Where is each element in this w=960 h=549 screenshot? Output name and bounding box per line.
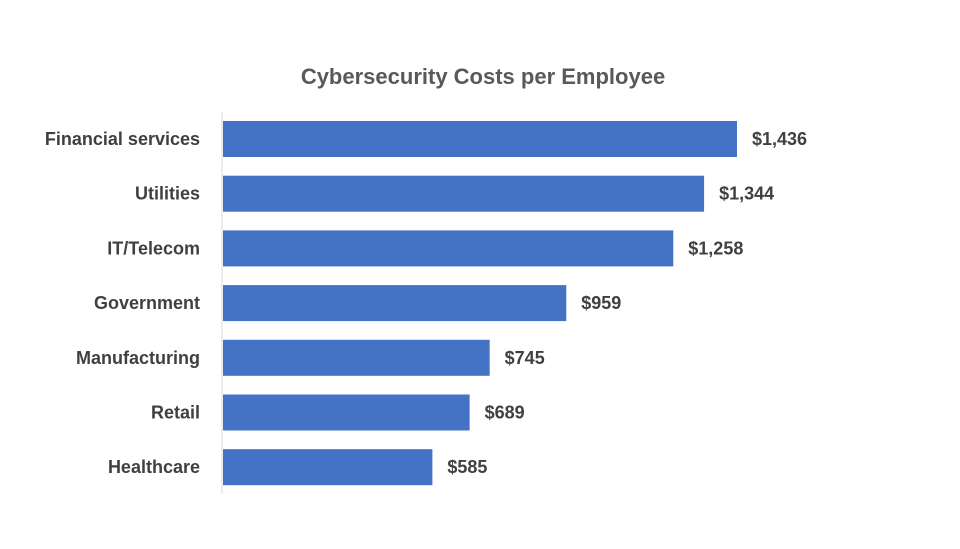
category-label: Healthcare <box>108 457 200 477</box>
value-labels: $1,436 $1,344 $1,258 $959 $745 $689 $585 <box>447 129 807 477</box>
category-label: IT/Telecom <box>107 238 200 258</box>
data-label: $1,344 <box>719 184 774 204</box>
bar <box>223 394 470 431</box>
category-label: Government <box>94 293 200 313</box>
category-label: Manufacturing <box>76 348 200 368</box>
category-labels: Financial services Utilities IT/Telecom Gov… <box>45 129 200 477</box>
data-label: $1,436 <box>752 129 807 149</box>
bar <box>223 339 490 376</box>
data-label: $585 <box>447 457 487 477</box>
chart-title: Cybersecurity Costs per Employee <box>301 64 665 89</box>
data-label: $689 <box>485 403 525 423</box>
bar <box>223 175 705 212</box>
category-label: Utilities <box>135 184 200 204</box>
data-label: $959 <box>581 293 621 313</box>
bar <box>223 285 567 322</box>
bar <box>223 449 433 486</box>
bars-group <box>223 121 737 486</box>
category-label: Retail <box>151 403 200 423</box>
data-label: $1,258 <box>688 238 743 258</box>
data-label: $745 <box>505 348 545 368</box>
category-label: Financial services <box>45 129 200 149</box>
bar <box>223 121 737 157</box>
bar <box>223 230 674 267</box>
